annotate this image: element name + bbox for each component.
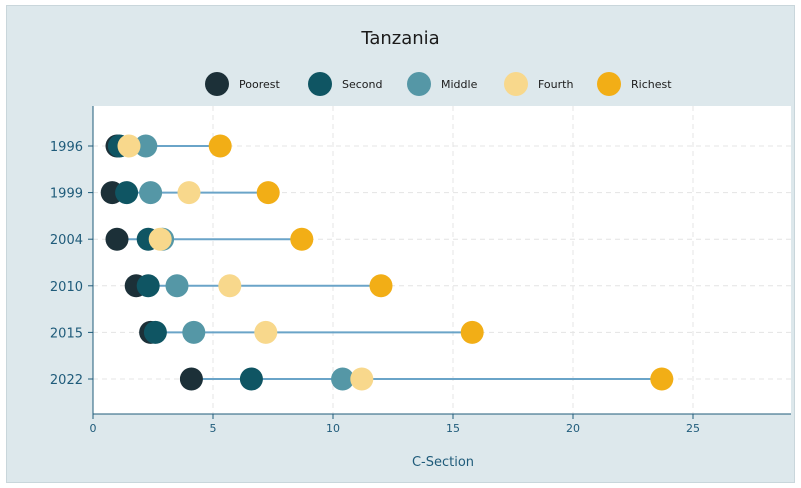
point-richest — [369, 274, 393, 298]
y-tick-label: 2015 — [50, 326, 83, 341]
legend-marker-fourth — [504, 72, 528, 96]
point-fourth — [148, 227, 172, 251]
point-second — [136, 274, 160, 298]
legend-label-second: Second — [342, 78, 382, 91]
point-richest — [650, 367, 674, 391]
point-middle — [139, 181, 163, 205]
point-poorest — [179, 367, 203, 391]
point-richest — [290, 227, 314, 251]
y-tick-label: 1999 — [50, 187, 83, 202]
point-fourth — [218, 274, 242, 298]
data-marks — [100, 134, 674, 391]
point-second — [239, 367, 263, 391]
y-tick-label: 2022 — [50, 373, 83, 388]
point-fourth — [254, 320, 278, 344]
legend: Poorest Second Middle Fourth Richest — [205, 72, 672, 96]
point-richest — [460, 320, 484, 344]
point-second — [115, 181, 139, 205]
x-tick-label: 25 — [686, 422, 700, 435]
axes: 0 5 10 15 20 25 1996 1999 2004 2010 2015 2022 — [50, 106, 791, 435]
point-second — [143, 320, 167, 344]
point-poorest — [105, 227, 129, 251]
legend-label-richest: Richest — [631, 78, 672, 91]
y-tick-label: 2010 — [50, 280, 83, 295]
point-richest — [256, 181, 280, 205]
point-fourth — [350, 367, 374, 391]
legend-marker-middle — [407, 72, 431, 96]
x-tick-label: 20 — [566, 422, 580, 435]
chart-title: Tanzania — [361, 28, 440, 49]
x-tick-label: 0 — [90, 422, 97, 435]
point-fourth — [177, 181, 201, 205]
point-richest — [208, 134, 232, 158]
plot-area — [93, 106, 791, 414]
point-middle — [134, 134, 158, 158]
x-tick-label: 5 — [210, 422, 217, 435]
point-middle — [182, 320, 206, 344]
point-fourth — [117, 134, 141, 158]
point-middle — [331, 367, 355, 391]
point-middle — [165, 274, 189, 298]
y-tick-label: 2004 — [50, 233, 83, 248]
legend-marker-poorest — [205, 72, 229, 96]
gridlines — [93, 106, 791, 414]
legend-label-poorest: Poorest — [239, 78, 280, 91]
x-tick-label: 10 — [326, 422, 340, 435]
x-axis-title: C-Section — [412, 455, 474, 470]
legend-label-fourth: Fourth — [538, 78, 573, 91]
legend-label-middle: Middle — [441, 78, 478, 91]
legend-marker-second — [308, 72, 332, 96]
x-tick-label: 15 — [446, 422, 460, 435]
y-tick-label: 1996 — [50, 140, 83, 155]
legend-marker-richest — [597, 72, 621, 96]
